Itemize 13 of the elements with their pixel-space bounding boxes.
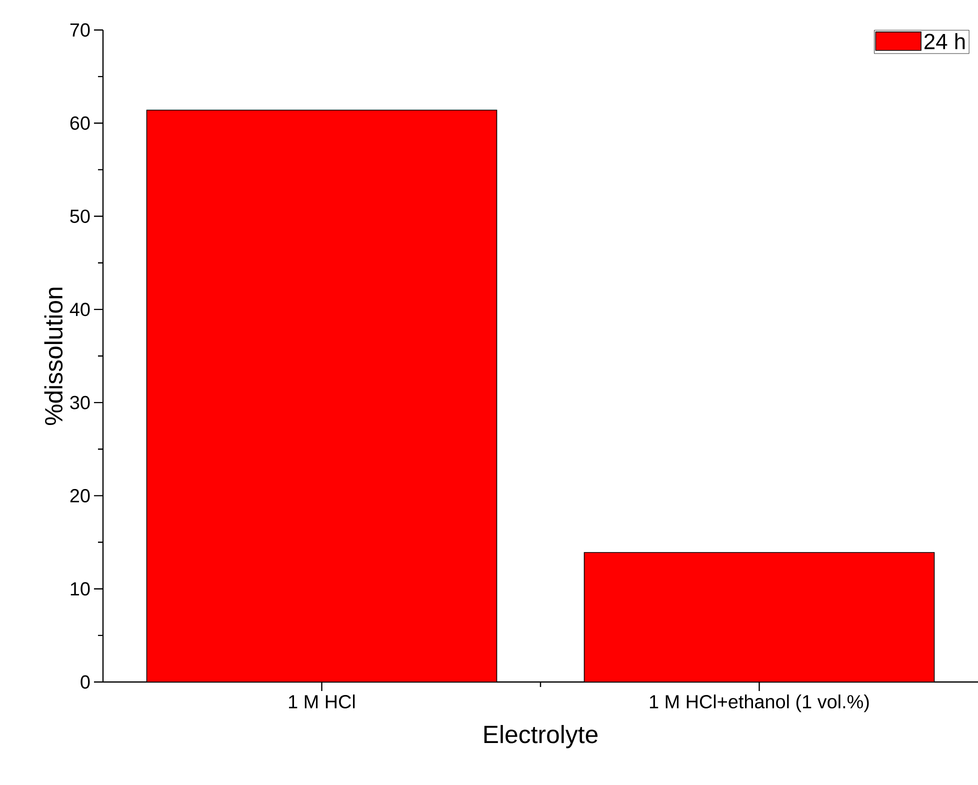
y-axis-title: %dissolution — [44, 288, 63, 426]
y-tick-label: 10 — [70, 582, 90, 596]
x-axis-title: Electrolyte — [484, 724, 598, 748]
y-tick-label: 40 — [70, 302, 90, 316]
x-tick-label: 1 M HCl+ethanol (1 vol.%) — [650, 694, 869, 712]
y-tick-label: 50 — [70, 210, 90, 223]
y-tick-label: 60 — [70, 116, 90, 130]
y-tick-label: 20 — [70, 489, 90, 502]
x-tick-label: 1 M HCl — [289, 694, 355, 708]
y-tick-label: 30 — [70, 396, 90, 410]
y-tick-label: 70 — [70, 23, 90, 37]
y-tick-label: 0 — [80, 675, 90, 689]
legend-label: 24 h — [924, 33, 965, 50]
